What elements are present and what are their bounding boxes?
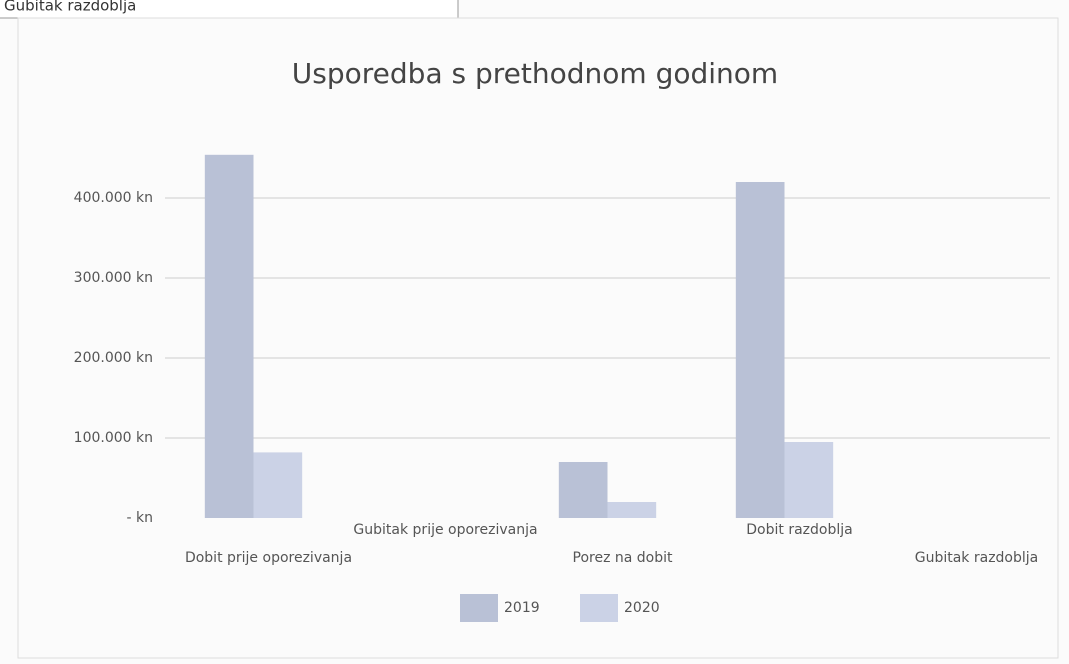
y-tick-label: 200.000 kn <box>74 350 153 366</box>
x-tick-label: Porez na dobit <box>573 550 674 566</box>
y-tick-label: 400.000 kn <box>74 190 153 206</box>
x-tick-label: Dobit prije oporezivanja <box>185 550 352 566</box>
x-tick-label: Gubitak razdoblja <box>915 550 1039 566</box>
chart-frame <box>17 17 1059 659</box>
bar <box>204 154 254 519</box>
header-text: Gubitak razdoblja <box>4 0 136 15</box>
y-tick-label: 300.000 kn <box>74 270 153 286</box>
y-tick-label: - kn <box>127 510 153 526</box>
x-tick-label: Dobit razdoblja <box>746 522 852 538</box>
bar <box>784 442 834 518</box>
legend-swatch <box>580 594 618 622</box>
legend-label: 2020 <box>624 600 660 616</box>
y-tick-label: 100.000 kn <box>74 430 153 446</box>
legend-swatch <box>460 594 498 622</box>
legend-label: 2019 <box>504 600 540 616</box>
bar <box>735 182 785 518</box>
chart-title: Usporedba s prethodnom godinom <box>292 57 778 90</box>
bar <box>558 462 608 518</box>
bar <box>607 502 657 518</box>
bar <box>253 452 303 518</box>
x-tick-label: Gubitak prije oporezivanja <box>353 522 537 538</box>
